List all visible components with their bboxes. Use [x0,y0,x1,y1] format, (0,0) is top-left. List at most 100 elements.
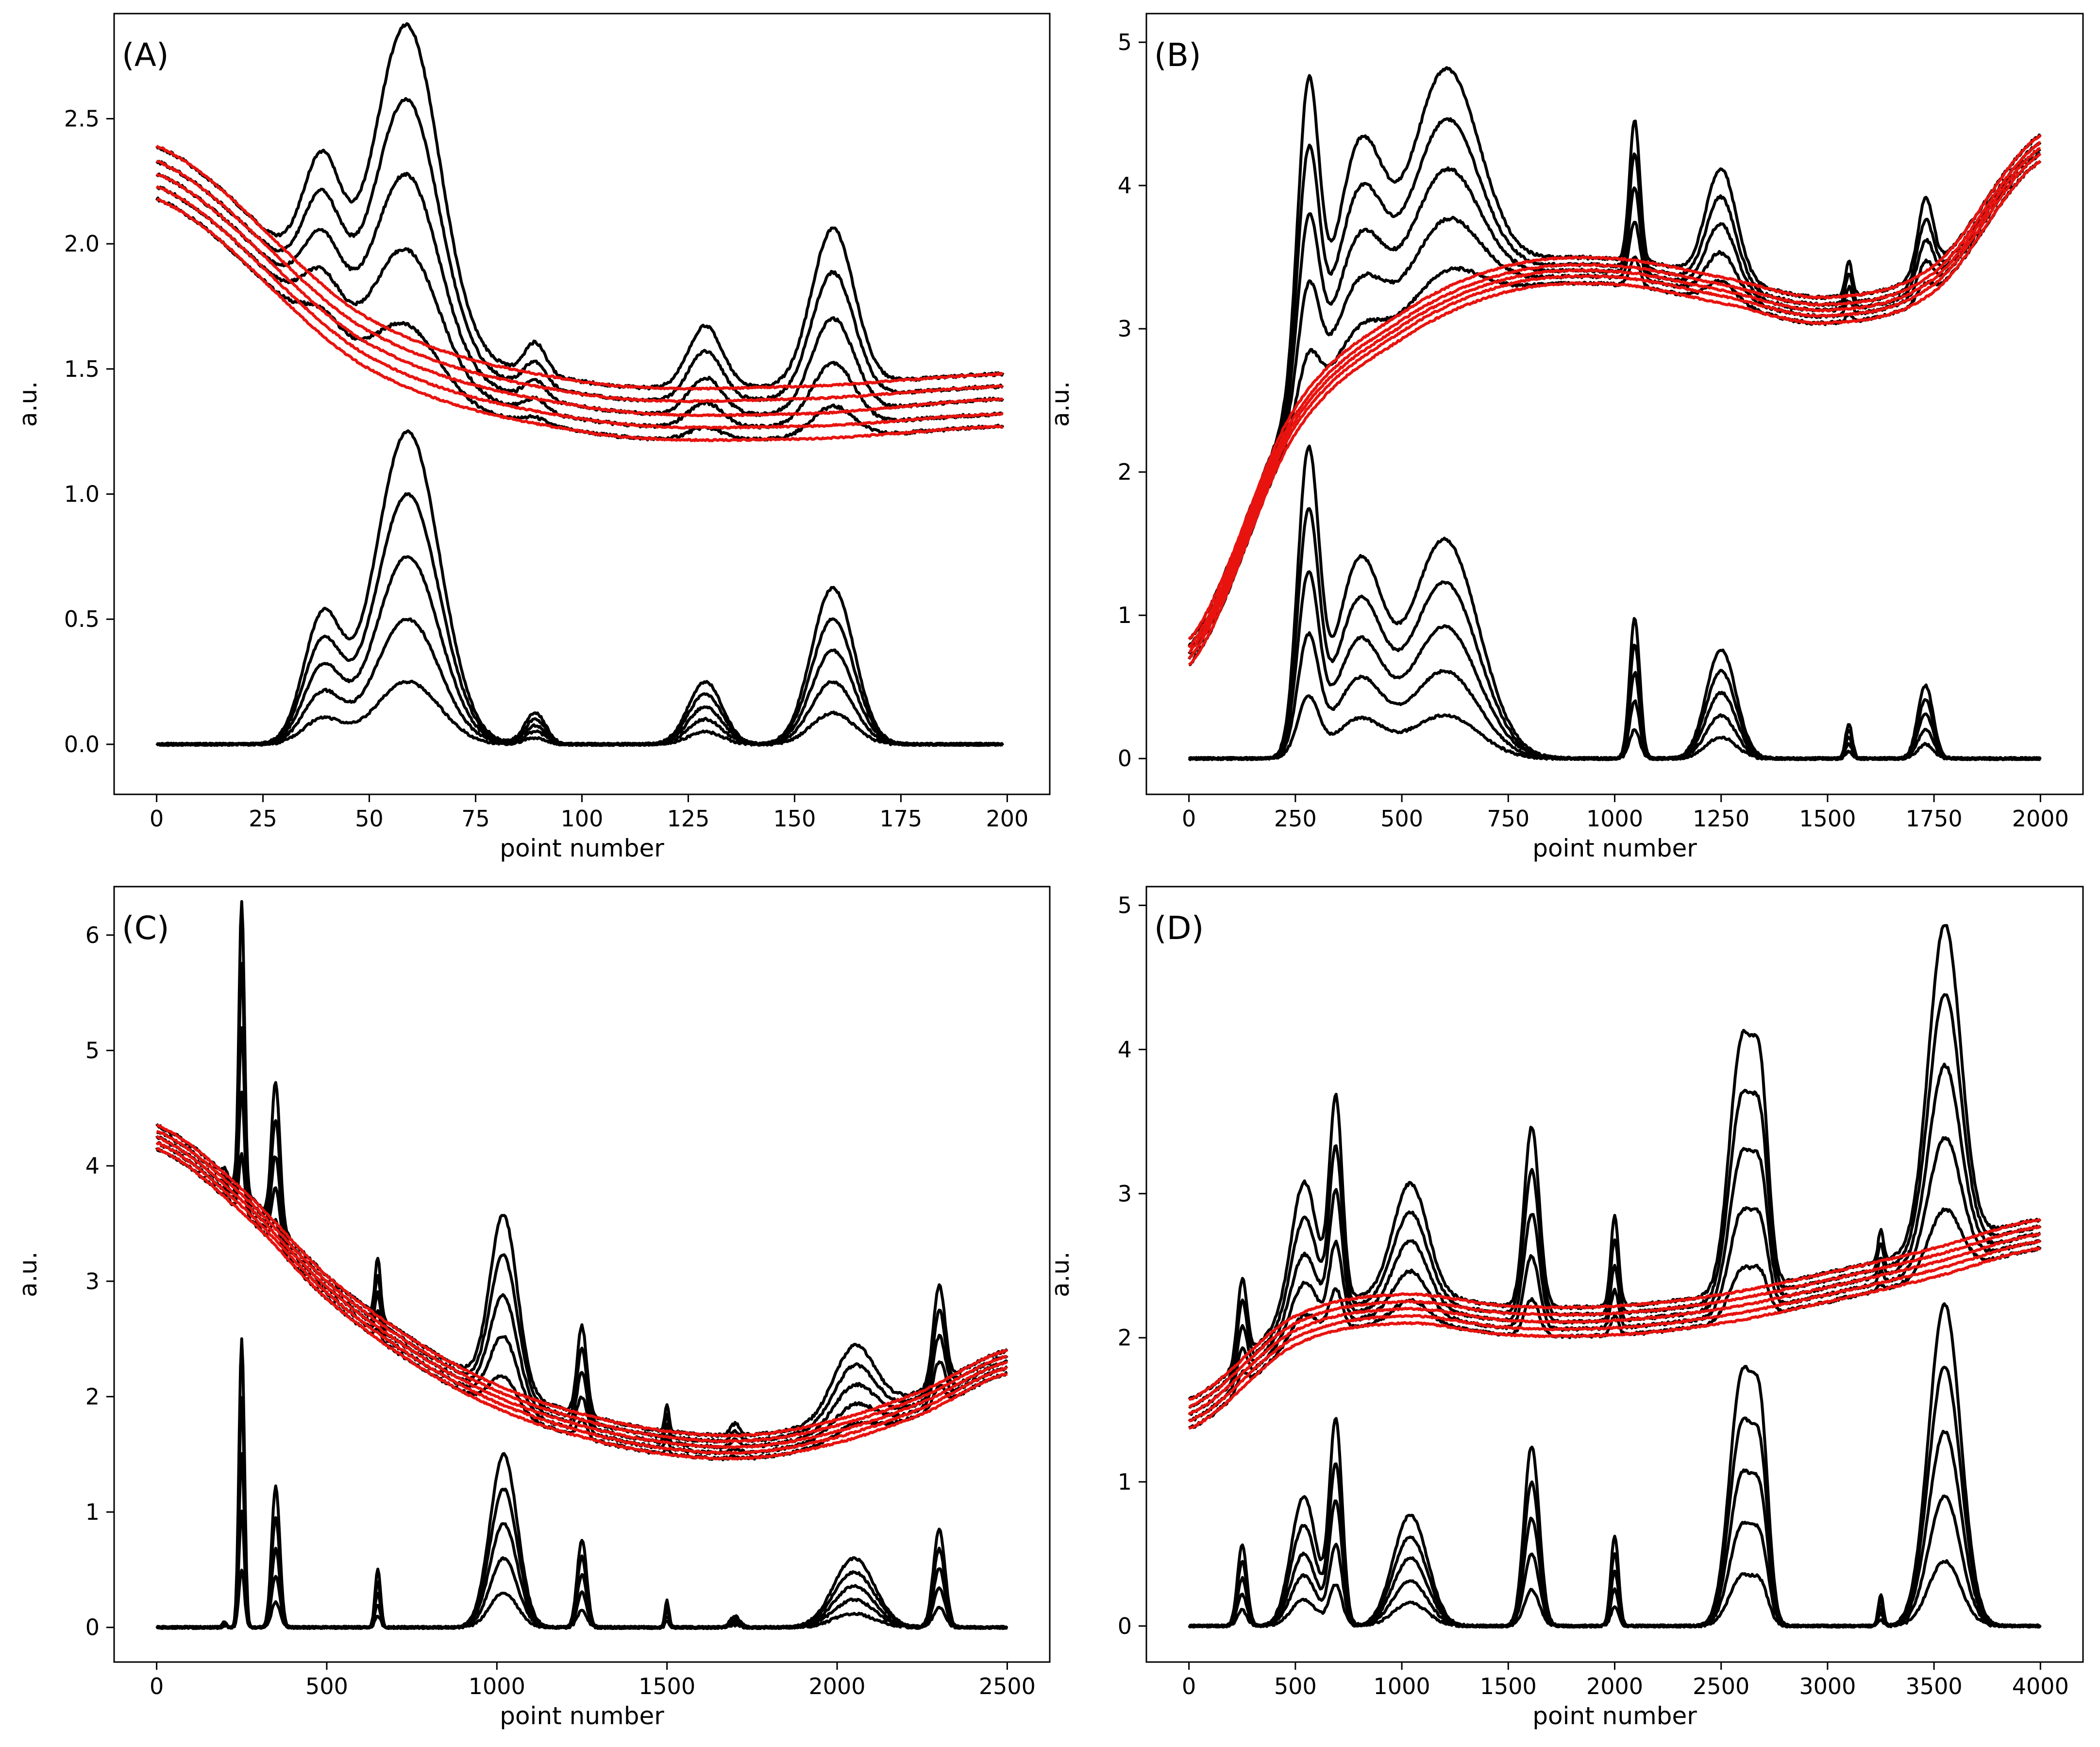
x-tick-label: 1500 [1799,806,1856,832]
baseline-line-1 [1188,1246,2041,1430]
y-axis-label: a.u. [1046,381,1075,427]
baseline-line-1 [1188,160,2042,666]
baseline-line-5 [1188,134,2042,640]
x-tick-label: 1500 [1480,1673,1537,1699]
y-tick-label: 5 [85,1037,100,1063]
x-tick-label: 75 [461,806,490,832]
x-axis-label: point number [500,834,664,862]
raw-spectrum-line-1 [155,196,1005,442]
raw-spectrum-line-5 [155,22,1005,391]
x-tick-label: 2000 [2012,806,2069,832]
x-tick-label: 3000 [1799,1673,1856,1699]
pure-spectrum-line-4 [1188,507,2041,761]
baseline-line-4 [1188,141,2041,649]
y-tick-label: 3 [1118,1180,1132,1207]
y-tick-label: 1 [85,1499,100,1525]
raw-spectrum-line-5 [1188,924,2041,1400]
y-tick-label: 5 [1118,892,1132,919]
x-tick-label: 1000 [469,1673,525,1699]
y-tick-label: 4 [1118,1036,1132,1062]
panel-d: 0 500 1000 1500 2000 2500 3000 3500 4000 0 1 2 3 4 5 po… [1046,886,2084,1730]
x-tick-label: 0 [1182,1673,1196,1699]
baseline-line-2 [1188,152,2042,660]
x-tick-label: 50 [355,806,384,832]
x-tick-label: 175 [880,806,923,832]
x-tick-label: 1750 [1906,806,1963,832]
raw-spectrum-line-3 [1188,148,2041,655]
panel-label: (D) [1154,909,1204,947]
x-tick-label: 25 [249,806,277,832]
raw-spectrum-line-3 [1188,1062,2041,1416]
y-tick-label: 2 [1118,459,1132,485]
x-tick-label: 500 [1380,806,1423,832]
baseline-line-2 [155,185,1004,430]
x-axis-label: point number [1532,1702,1697,1730]
x-axis-label: point number [1532,834,1697,862]
x-tick-label: 100 [561,806,604,832]
y-axis-label: a.u. [1046,1251,1075,1297]
panel-label: (B) [1154,36,1201,74]
raw-spectrum-line-5 [155,900,1008,1438]
y-tick-label: 0 [1118,745,1132,772]
baseline-line-3 [155,173,1004,418]
x-tick-label: 200 [986,806,1029,832]
y-tick-label: 1 [1118,1469,1132,1495]
panel-label: (A) [122,36,169,74]
x-tick-label: 500 [1274,1673,1317,1699]
baseline-line-3 [1189,147,2041,654]
y-tick-label: 3 [1118,316,1132,342]
y-tick-label: 2.5 [64,105,100,132]
y-tick-label: 4 [1118,172,1132,199]
y-tick-label: 2.0 [64,231,100,257]
y-tick-label: 1 [1118,602,1132,628]
x-tick-label: 250 [1274,806,1317,832]
x-axis-label: point number [500,1702,664,1730]
y-tick-label: 4 [85,1153,100,1179]
x-tick-label: 150 [773,806,816,832]
baseline-line-1 [155,1147,1008,1461]
pure-spectrum-line-3 [1189,570,2041,761]
y-tick-label: 0 [85,1614,100,1641]
x-tick-label: 1000 [1586,806,1643,832]
raw-spectrum-line-4 [1188,993,2042,1409]
baseline-line-5 [156,1124,1008,1438]
y-tick-label: 0.0 [64,731,100,757]
axes-frame [113,886,1051,1663]
baseline-line-3 [1188,1232,2041,1416]
x-tick-label: 2500 [979,1673,1036,1699]
y-tick-label: 2 [1118,1325,1132,1351]
baseline-line-3 [156,1135,1008,1449]
baseline-line-4 [156,160,1004,403]
panel-c: 0 500 1000 1500 2000 2500 0 1 2 3 4 5 6 point number a… [14,886,1051,1730]
baseline-line-4 [1188,1225,2041,1409]
x-tick-label: 0 [150,806,164,832]
panel-label: (C) [122,909,169,947]
baseline-line-2 [155,1142,1008,1455]
y-tick-label: 0 [1118,1613,1132,1639]
pure-spectrum-line-3 [156,555,1005,747]
y-tick-label: 3 [85,1268,100,1294]
y-axis-label: a.u. [14,381,42,427]
pure-spectrum-line-5 [1188,1302,2041,1629]
pure-spectrum-line-3 [1188,1429,2042,1629]
x-tick-label: 125 [667,806,710,832]
x-tick-label: 500 [305,1673,348,1699]
x-tick-label: 750 [1487,806,1529,832]
y-tick-label: 2 [85,1383,100,1410]
panel-a: 0 25 50 75 100 125 150 175 200 0.0 0.5 1.0 1.5 2.0 2.5… [14,13,1051,862]
pure-spectrum-line-5 [155,1337,1008,1630]
baseline-line-5 [1188,1218,2042,1401]
baseline-line-1 [156,198,1004,442]
baseline-line-5 [155,144,1004,391]
x-tick-label: 0 [1182,806,1196,832]
y-tick-label: 1.0 [64,481,100,507]
panel-b: 0 250 500 750 1000 1250 1500 1750 2000 0 1 2 3 4 5 poin… [1046,13,2084,862]
x-tick-label: 2000 [1586,1673,1643,1699]
x-tick-label: 2000 [809,1673,866,1699]
y-tick-label: 6 [85,922,100,948]
y-tick-label: 5 [1118,29,1132,55]
y-tick-label: 0.5 [64,606,100,632]
plot-area [155,22,1005,747]
pure-spectrum-line-5 [156,429,1004,747]
